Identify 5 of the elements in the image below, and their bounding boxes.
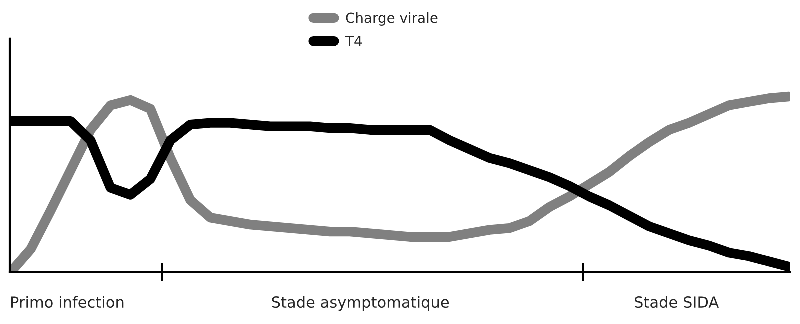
text: Stade SIDA — [635, 296, 720, 308]
text: Stade asymptomatique — [272, 296, 450, 312]
text: Primo infection — [12, 296, 124, 308]
legend-label: Charge virale — [346, 12, 438, 26]
legend-label: T4 — [345, 36, 362, 46]
